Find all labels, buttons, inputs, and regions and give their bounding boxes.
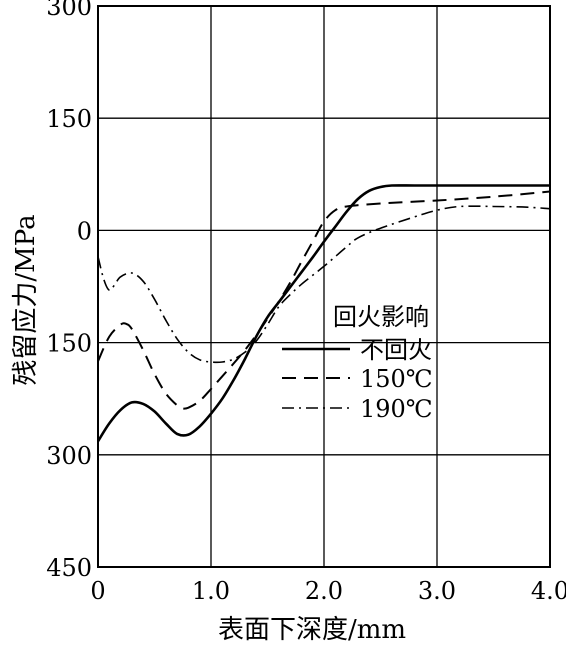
y-tick-label: 300 xyxy=(46,0,92,21)
y-tick-label: 150 xyxy=(46,105,92,133)
y-tick-label: 0 xyxy=(77,217,92,245)
plot-frame xyxy=(97,5,551,568)
legend-title: 回火影响 xyxy=(333,303,429,331)
grid xyxy=(97,5,551,568)
x-tick-label: 4.0 xyxy=(531,577,566,605)
x-tick-label: 3.0 xyxy=(418,577,456,605)
y-tick-label: 300 xyxy=(46,442,92,470)
series-line-2 xyxy=(97,205,551,364)
series-line-1 xyxy=(97,190,551,410)
legend: 回火影响 不回火 150℃ 190℃ xyxy=(282,303,433,423)
x-tick-label: 2.0 xyxy=(305,577,343,605)
legend-label-no-temper: 不回火 xyxy=(360,336,432,364)
legend-label-150c: 150℃ xyxy=(360,365,433,393)
y-tick-label: 450 xyxy=(46,554,92,582)
tick-labels: 0 1.0 2.0 3.0 4.0 300 150 0 150 300 450 xyxy=(46,0,566,605)
x-tick-label: 0 xyxy=(90,577,105,605)
series-lines xyxy=(96,184,551,442)
x-tick-label: 1.0 xyxy=(192,577,230,605)
legend-label-190c: 190℃ xyxy=(360,395,433,423)
y-axis-label: 残留应力/MPa xyxy=(11,214,41,385)
series-line-0 xyxy=(96,184,550,442)
y-tick-label: 150 xyxy=(46,330,92,358)
x-axis-label: 表面下深度/mm xyxy=(218,615,406,645)
